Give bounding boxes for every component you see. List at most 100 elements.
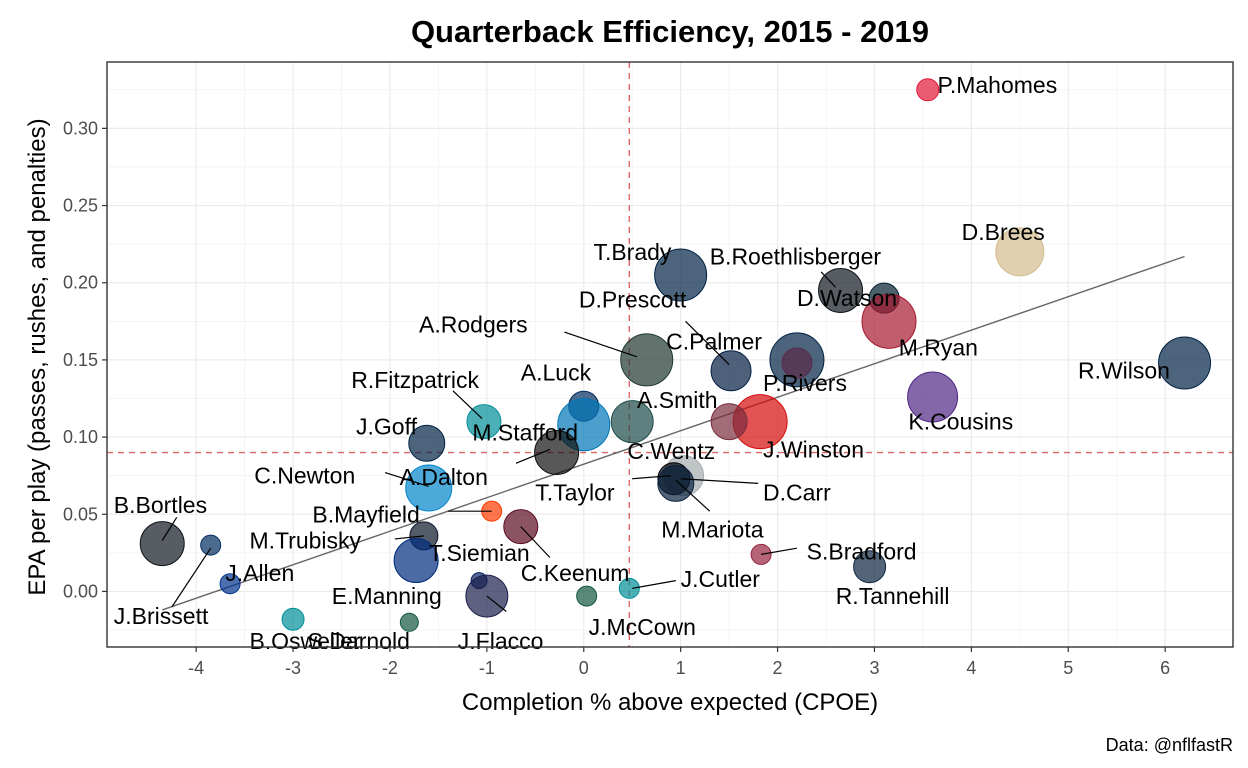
leader-line-s-bradford (760, 547, 798, 555)
leader-line-j-brissett (171, 547, 212, 608)
x-axis-title: Completion % above expected (CPOE) (462, 689, 878, 716)
x-tick-label: -2 (382, 658, 398, 678)
data-point-a-rodgers (620, 333, 674, 387)
point-label-j-goff: J.Goff (356, 413, 418, 439)
data-point-r-fitzpatrick (466, 404, 502, 440)
y-tick-label: 0.00 (63, 581, 98, 601)
y-tick-label: 0.05 (63, 504, 98, 524)
data-point-d-brees (995, 227, 1045, 277)
leader-line-d-prescott (685, 320, 730, 365)
data-point-j-allen (219, 573, 241, 595)
x-tick-label: 4 (966, 658, 976, 678)
point-label-d-watson: D.Watson (797, 285, 897, 311)
y-tick-label: 0.15 (63, 350, 98, 370)
point-label-c-palmer: C.Palmer (666, 328, 762, 354)
data-point-j-goff (408, 424, 446, 462)
y-tick-label: 0.25 (63, 196, 98, 216)
data-point-b-osweiler (281, 607, 305, 631)
data-point-d-prescott (710, 350, 752, 392)
point-label-b-bortles: B.Bortles (114, 492, 207, 518)
chart-title: Quarterback Efficiency, 2015 - 2019 (411, 14, 929, 49)
data-point-t-brady (654, 248, 708, 302)
x-tick-label: 2 (773, 658, 783, 678)
y-tick-label: 0.10 (63, 427, 98, 447)
point-label-p-mahomes: P.Mahomes (937, 72, 1057, 98)
point-label-d-prescott: D.Prescott (579, 287, 687, 313)
data-point-a-smith (610, 400, 654, 444)
plot-border (106, 61, 1234, 648)
point-label-r-wilson: R.Wilson (1078, 358, 1170, 384)
leader-line-t-siemian (520, 526, 551, 558)
point-label-j-cutler: J.Cutler (681, 566, 761, 592)
point-label-a-dalton: A.Dalton (400, 464, 488, 490)
data-point-j-brissett (200, 534, 222, 556)
x-tick-label: -3 (285, 658, 301, 678)
data-points (139, 78, 1212, 632)
data-point-c-wentz (710, 403, 748, 441)
point-label-t-siemian: T.Siemian (429, 540, 530, 566)
point-label-a-luck: A.Luck (521, 359, 592, 385)
point-label-r-tannehill: R.Tannehill (836, 583, 950, 609)
data-point-m-mariota (657, 464, 695, 502)
trend-line (162, 255, 1185, 611)
point-label-m-stafford: M.Stafford (472, 419, 578, 445)
point-label-b-mayfield: B.Mayfield (312, 501, 419, 527)
leader-line-a-dalton (515, 448, 551, 464)
point-label-m-mariota: M.Mariota (661, 517, 763, 543)
leader-line-b-bortles (161, 517, 178, 541)
leader-line-c-newton (384, 472, 429, 488)
data-point-b-bortles (139, 521, 185, 567)
point-label-s-bradford: S.Bradford (807, 538, 917, 564)
data-point-b-roethlisberger (818, 267, 864, 313)
leader-line-r-fitzpatrick (452, 390, 483, 419)
point-label-k-cousins: K.Cousins (908, 409, 1013, 435)
data-point-r-wilson (1158, 336, 1212, 390)
data-point-p-rivers (781, 347, 813, 379)
point-label-d-brees: D.Brees (962, 219, 1045, 245)
point-label-r-fitzpatrick: R.Fitzpatrick (351, 367, 479, 393)
y-tick-label: 0.30 (63, 118, 98, 138)
y-tick-label: 0.20 (63, 273, 98, 293)
point-label-t-brady: T.Brady (593, 239, 671, 265)
data-point-j-cutler (618, 577, 640, 599)
point-label-j-flacco: J.Flacco (458, 628, 544, 654)
x-tick-label: -1 (479, 658, 495, 678)
axis-ticks: -4 -3 -2 -1 0 1 2 3 4 5 6 0.00 0.05 0.10 0.15 0.20 0.25 0… (63, 118, 1170, 678)
data-point-j-mccown (576, 585, 598, 607)
point-label-a-rodgers: A.Rodgers (419, 311, 528, 337)
point-labels: P.Mahomes D.Brees T.Brady B.Roethlisberger D… (114, 72, 1170, 654)
point-label-j-allen: J.Allen (225, 560, 294, 586)
point-label-c-newton: C.Newton (254, 463, 355, 489)
point-label-b-roethlisberger: B.Roethlisberger (710, 243, 882, 269)
data-point-p-mahomes (916, 78, 940, 102)
data-point-a-dalton (534, 430, 580, 476)
point-label-t-taylor: T.Taylor (535, 480, 615, 506)
data-point-m-ryan (861, 293, 917, 349)
leader-line-j-cutler (632, 580, 676, 589)
leader-lines (161, 271, 837, 612)
data-source-caption: Data: @nflfastR (1106, 735, 1233, 755)
point-label-e-manning: E.Manning (332, 583, 442, 609)
grid-lines (107, 62, 1233, 647)
x-tick-label: 3 (869, 658, 879, 678)
leader-line-d-carr (680, 478, 759, 484)
x-tick-label: 0 (579, 658, 589, 678)
leader-line-b-roethlisberger (820, 271, 837, 288)
y-axis-title: EPA per play (passes, rushes, and penalt… (24, 118, 51, 595)
x-tick-label: -4 (188, 658, 204, 678)
leader-line-m-mariota (675, 479, 711, 512)
point-label-a-smith: A.Smith (637, 387, 718, 413)
data-point-r-tannehill (853, 550, 887, 584)
leader-line-m-trubisky (394, 535, 424, 540)
data-point-k-cousins (907, 371, 959, 423)
leader-line-a-rodgers (564, 331, 638, 358)
point-label-m-trubisky: M.Trubisky (249, 527, 361, 553)
leader-line-t-taylor (632, 475, 672, 480)
data-point-c-newton (405, 464, 453, 512)
data-point-s-darnold (399, 612, 419, 632)
point-label-j-brissett: J.Brissett (114, 603, 209, 629)
point-label-d-carr: D.Carr (763, 480, 831, 506)
x-tick-label: 1 (676, 658, 686, 678)
point-label-c-wentz: C.Wentz (627, 438, 715, 464)
point-label-j-mccown: J.McCown (589, 614, 696, 640)
